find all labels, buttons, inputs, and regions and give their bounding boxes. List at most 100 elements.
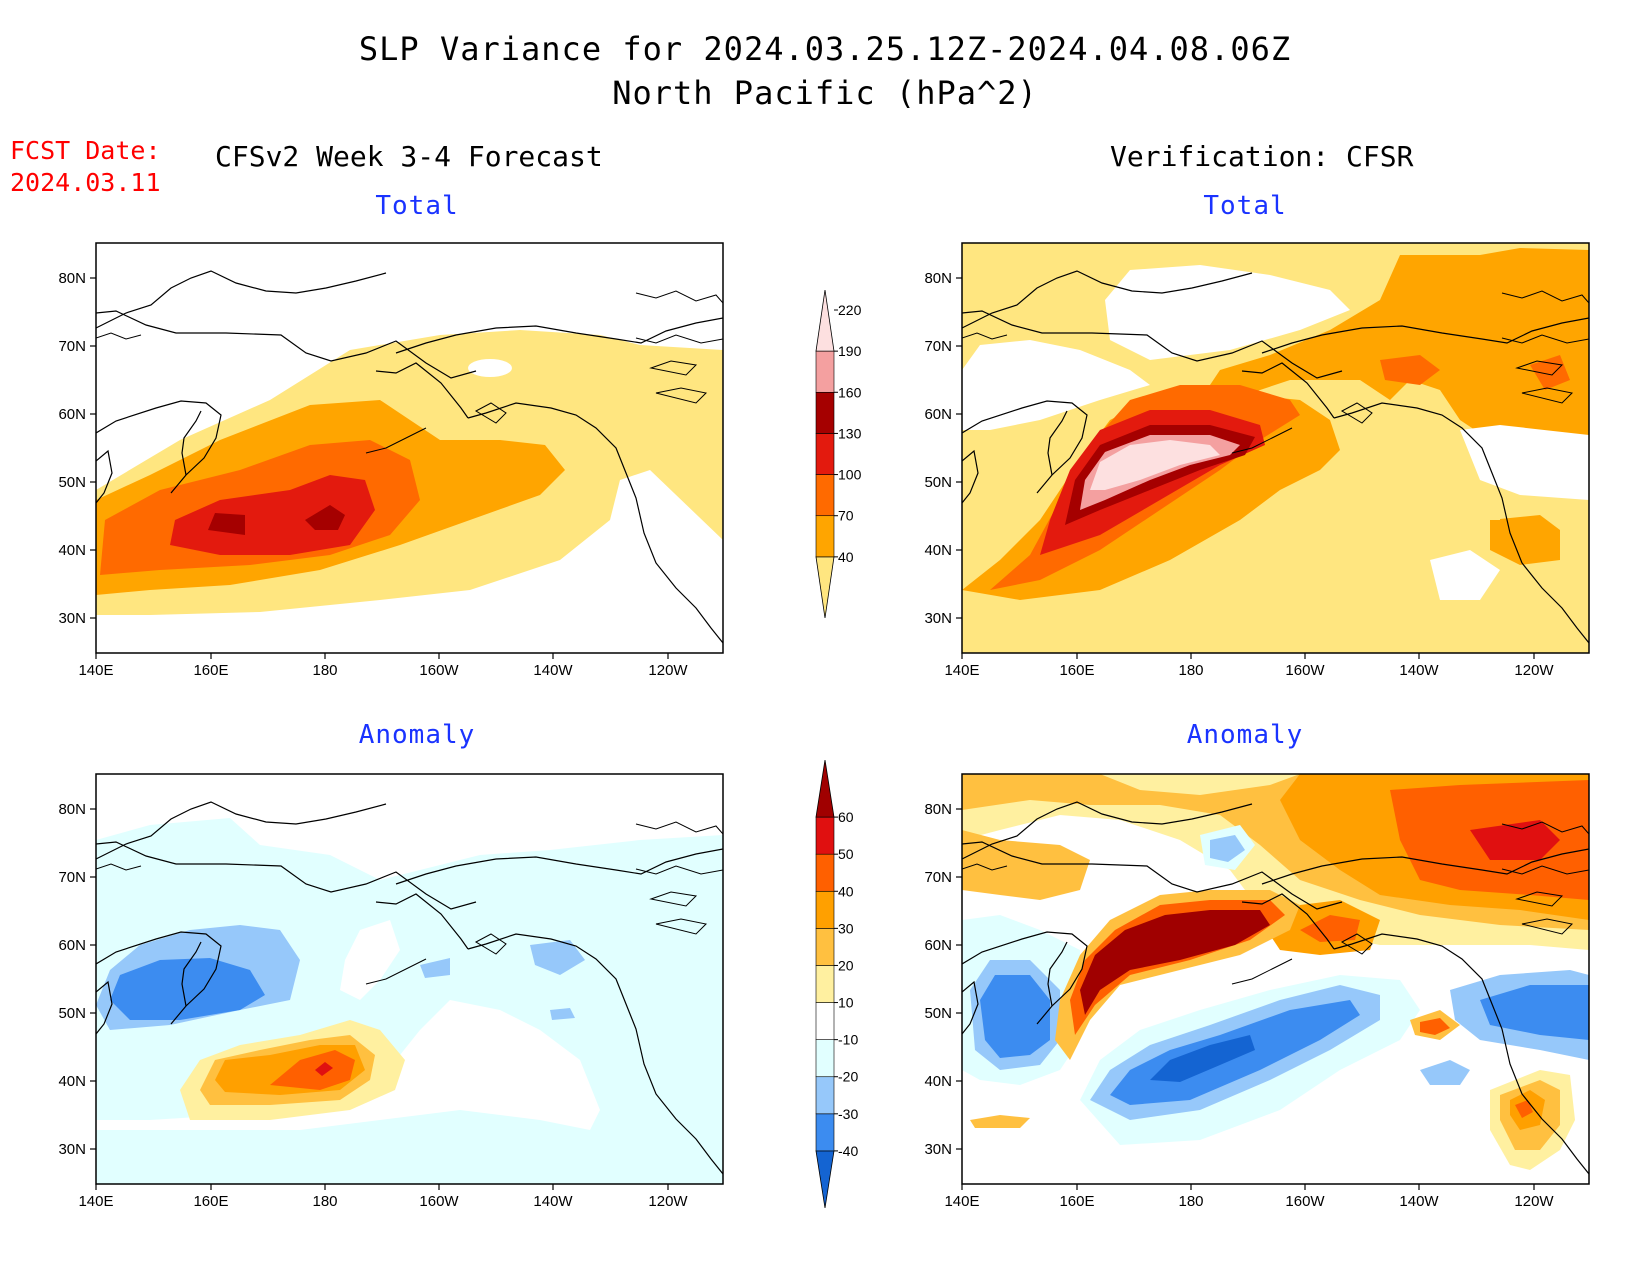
lon-label: 180 bbox=[312, 662, 337, 679]
lon-label: 120W bbox=[648, 662, 688, 679]
colorbar-label: -20 bbox=[838, 1069, 858, 1085]
colorbar-swatch bbox=[815, 965, 835, 1003]
verification-anomaly-label: Anomaly bbox=[1186, 720, 1304, 750]
lon-label: 140W bbox=[533, 662, 573, 679]
colorbar-label: 130 bbox=[838, 425, 862, 441]
colorbar-lower-arrow bbox=[815, 1150, 835, 1209]
colorbar-label: 220 bbox=[838, 302, 862, 318]
colorbar-label: -40 bbox=[838, 1143, 858, 1159]
lon-label: 180 bbox=[1178, 1193, 1203, 1210]
forecast-date-value: 2024.03.11 bbox=[10, 168, 161, 197]
lat-label: 40N bbox=[924, 542, 952, 559]
colorbar-swatch bbox=[815, 1002, 835, 1040]
lat-label: 70N bbox=[58, 338, 86, 355]
colorbar-label: 100 bbox=[838, 467, 862, 483]
colorbar-label: 160 bbox=[838, 384, 862, 400]
lon-label: 140E bbox=[944, 662, 979, 679]
lon-label: 180 bbox=[312, 1193, 337, 1210]
lat-label: 30N bbox=[924, 1141, 952, 1158]
lat-label: 80N bbox=[58, 270, 86, 287]
lon-label: 160E bbox=[1059, 1193, 1094, 1210]
lon-label: 140W bbox=[533, 1193, 573, 1210]
lon-label: 120W bbox=[648, 1193, 688, 1210]
lon-label: 120W bbox=[1514, 1193, 1554, 1210]
forecast-anomaly-label: Anomaly bbox=[358, 720, 476, 750]
colorbar-upper-arrow bbox=[815, 289, 835, 352]
colorbar-swatch bbox=[815, 515, 835, 558]
lon-label: 160W bbox=[1285, 662, 1325, 679]
colorbar-swatch bbox=[815, 1039, 835, 1078]
lat-label: 50N bbox=[58, 1005, 86, 1022]
colorbar-swatch bbox=[815, 474, 835, 517]
colorbar-label: 30 bbox=[838, 920, 854, 936]
colorbar-label: 40 bbox=[838, 883, 854, 899]
verification-total-label: Total bbox=[1203, 191, 1287, 221]
lat-label: 80N bbox=[58, 801, 86, 818]
lat-label: 30N bbox=[58, 1141, 86, 1158]
colorbar-swatch bbox=[815, 853, 835, 892]
forecast-total-label: Total bbox=[375, 191, 459, 221]
forecast-column-title: CFSv2 Week 3-4 Forecast bbox=[215, 140, 603, 173]
colorbar-label: 50 bbox=[838, 846, 854, 862]
lon-label: 140E bbox=[78, 662, 113, 679]
forecast-anomaly-map bbox=[95, 773, 724, 1185]
lat-label: 50N bbox=[924, 474, 952, 491]
lat-label: 70N bbox=[58, 869, 86, 886]
lon-label: 140W bbox=[1399, 662, 1439, 679]
map-subtitle: North Pacific (hPa^2) bbox=[612, 74, 1038, 112]
colorbar-upper-arrow bbox=[815, 759, 835, 818]
forecast-date-label: FCST Date: bbox=[10, 136, 161, 165]
lat-label: 80N bbox=[924, 270, 952, 287]
colorbar-swatch bbox=[815, 1113, 835, 1152]
colorbar-label: 20 bbox=[838, 957, 854, 973]
verification-column-title: Verification: CFSR bbox=[1110, 140, 1414, 173]
lat-label: 70N bbox=[924, 338, 952, 355]
lat-label: 50N bbox=[58, 474, 86, 491]
lat-label: 60N bbox=[58, 937, 86, 954]
lon-label: 120W bbox=[1514, 662, 1554, 679]
forecast-total-map bbox=[95, 242, 724, 654]
colorbar-lower-arrow bbox=[815, 556, 835, 619]
colorbar-swatch bbox=[815, 350, 835, 393]
lon-label: 140E bbox=[944, 1193, 979, 1210]
lat-label: 60N bbox=[924, 406, 952, 423]
map-title: SLP Variance for 2024.03.25.12Z-2024.04.… bbox=[358, 30, 1292, 68]
lon-label: 160W bbox=[419, 662, 459, 679]
lat-label: 30N bbox=[924, 610, 952, 627]
colorbar-label: 70 bbox=[838, 508, 854, 524]
lat-label: 40N bbox=[924, 1073, 952, 1090]
lat-label: 60N bbox=[58, 406, 86, 423]
colorbar-label: -30 bbox=[838, 1106, 858, 1122]
lat-label: 70N bbox=[924, 869, 952, 886]
lon-label: 160W bbox=[1285, 1193, 1325, 1210]
colorbar-label: 60 bbox=[838, 809, 854, 825]
lon-label: 140W bbox=[1399, 1193, 1439, 1210]
lat-label: 60N bbox=[924, 937, 952, 954]
total-colorbar: 40 70 100 130 160 190 220 bbox=[815, 289, 862, 619]
verification-anomaly-map bbox=[961, 773, 1590, 1185]
lon-label: 160E bbox=[193, 1193, 228, 1210]
lon-label: 160E bbox=[1059, 662, 1094, 679]
lon-label: 140E bbox=[78, 1193, 113, 1210]
lat-label: 50N bbox=[924, 1005, 952, 1022]
colorbar-swatch bbox=[815, 1076, 835, 1115]
colorbar-label: 40 bbox=[838, 549, 854, 565]
lat-label: 30N bbox=[58, 610, 86, 627]
colorbar-label: 190 bbox=[838, 343, 862, 359]
colorbar-swatch bbox=[815, 391, 835, 434]
lon-label: 180 bbox=[1178, 662, 1203, 679]
colorbar-label: 10 bbox=[838, 995, 854, 1011]
lat-label: 40N bbox=[58, 1073, 86, 1090]
lon-label: 160E bbox=[193, 662, 228, 679]
lat-label: 80N bbox=[924, 801, 952, 818]
colorbar-swatch bbox=[815, 816, 835, 855]
lon-label: 160W bbox=[419, 1193, 459, 1210]
anomaly-colorbar: -40 -30 -20 -10 10 20 30 40 50 60 bbox=[815, 759, 858, 1209]
lat-label: 40N bbox=[58, 542, 86, 559]
colorbar-swatch bbox=[815, 433, 835, 475]
colorbar-swatch bbox=[815, 890, 835, 929]
colorbar-swatch bbox=[815, 928, 835, 966]
colorbar-label: -10 bbox=[838, 1032, 858, 1048]
verification-total-map bbox=[961, 242, 1590, 654]
